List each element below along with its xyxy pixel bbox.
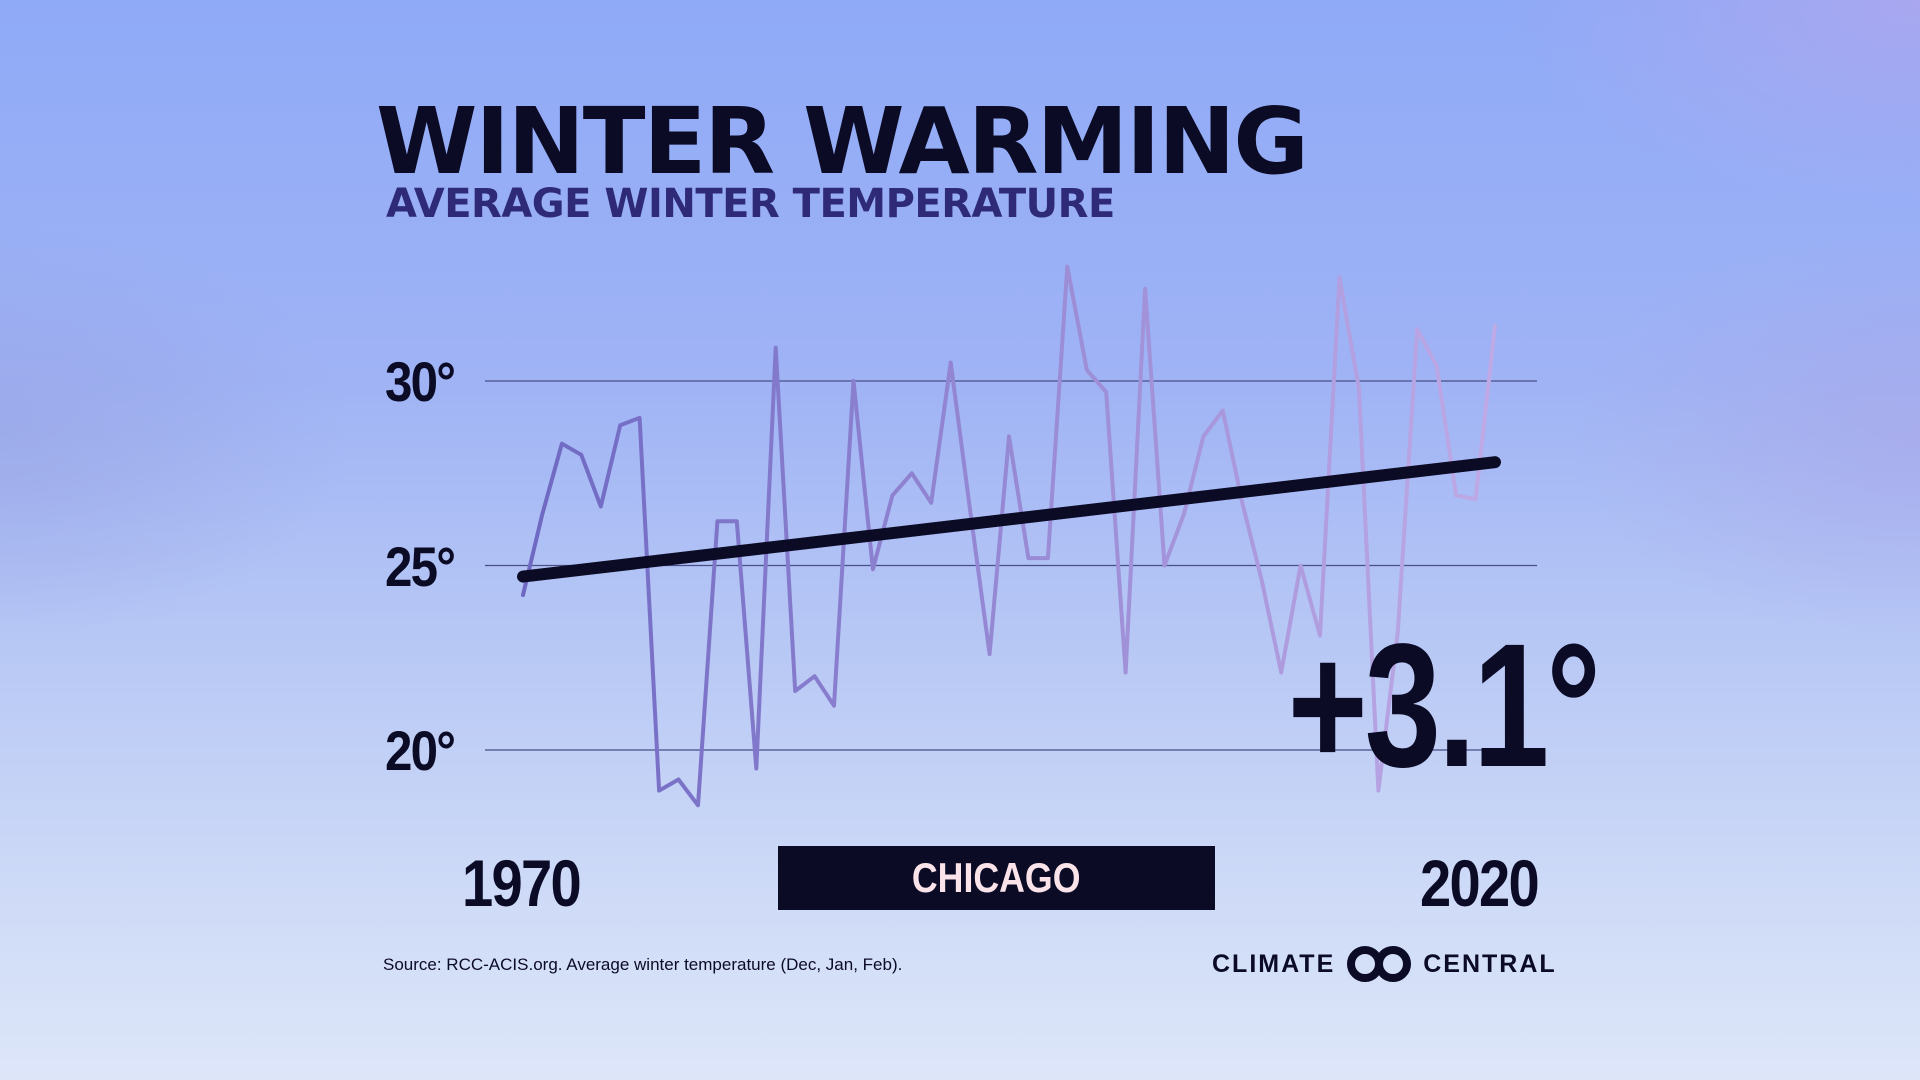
location-badge: CHICAGO	[778, 846, 1215, 910]
climate-central-logo: CLIMATE CENTRAL	[1212, 944, 1557, 984]
source-note: Source: RCC-ACIS.org. Average winter tem…	[383, 955, 903, 974]
x-tick-label-start: 1970	[462, 846, 582, 920]
chart-title: WINTER WARMING	[376, 88, 1309, 195]
y-tick-label-30: 30°	[385, 350, 456, 413]
trend-line	[517, 456, 1501, 583]
location-label: CHICAGO	[912, 854, 1081, 901]
temperature-series-line	[521, 264, 1497, 808]
logo-word-left: CLIMATE	[1212, 949, 1336, 978]
double-circle-icon	[1347, 946, 1412, 982]
temperature-change-annotation: +3.1°	[1287, 608, 1601, 804]
logo-word-right: CENTRAL	[1423, 949, 1557, 978]
x-tick-label-end: 2020	[1420, 846, 1540, 920]
chart-subtitle: AVERAGE WINTER TEMPERATURE	[386, 181, 1115, 227]
y-tick-label-25: 25°	[385, 535, 456, 598]
y-tick-label-20: 20°	[385, 719, 456, 782]
